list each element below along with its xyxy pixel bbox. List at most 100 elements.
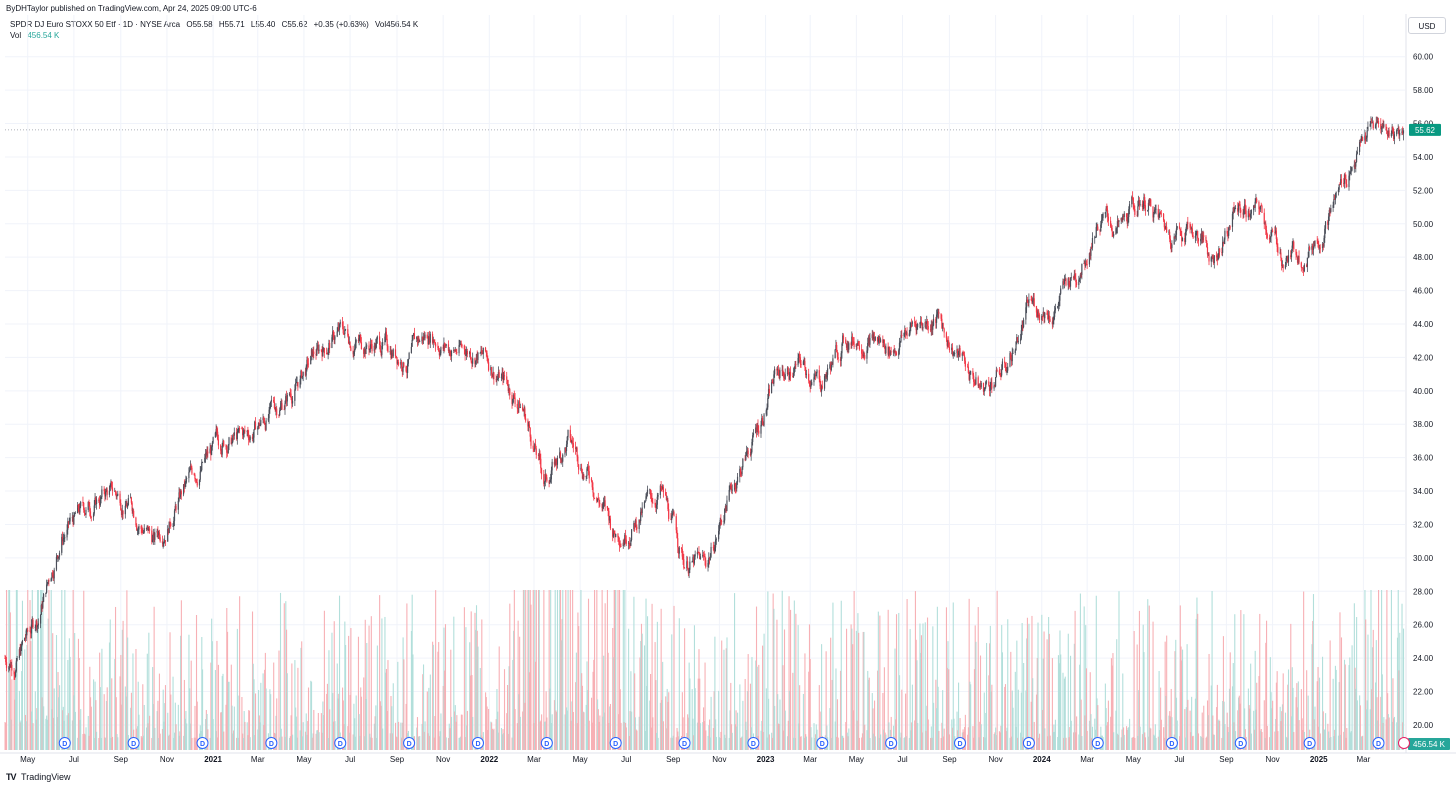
dividend-marker-icon[interactable] [1022,737,1035,749]
candle-body [428,336,431,343]
candle-body [1142,205,1144,207]
candle-body [422,336,425,341]
dividend-marker-icon[interactable] [471,737,484,749]
candle-body [789,371,791,380]
volume-bar [236,628,238,750]
candle-body [545,473,547,478]
volume-bar [338,595,341,750]
volume-bar [609,706,611,750]
candle-body [397,361,399,364]
volume-bar [363,677,365,750]
candle-body [528,424,531,428]
symbol-title[interactable]: SPDR DJ Euro STOXX 50 Etf · 1D · NYSE Ar… [10,20,181,29]
volume-bar [402,637,404,750]
dividend-marker-icon[interactable] [609,737,622,749]
volume-bar [104,737,106,750]
candle-body [120,510,123,515]
candle-body [692,557,694,562]
dividend-marker-icon[interactable] [334,737,347,749]
volume-bar [725,648,727,750]
x-tick-label: Jul [345,755,355,764]
volume-bar [1127,727,1129,750]
dividend-marker-icon[interactable] [58,737,71,749]
volume-bar [185,710,187,750]
candle-body [1386,130,1388,134]
volume-bar [877,611,879,750]
volume-bar [514,709,516,750]
dividend-marker-icon[interactable] [747,737,760,749]
dividend-marker-icon[interactable] [540,737,553,749]
dividend-marker-icon[interactable] [127,737,140,749]
volume-bar [1397,590,1399,750]
dividend-marker-icon[interactable] [885,737,898,749]
tradingview-branding[interactable]: TV TradingView [6,772,71,782]
dividend-marker-icon[interactable] [196,737,209,749]
volume-bar [730,724,733,750]
volume-bar [1163,727,1165,750]
candle-body [225,445,227,447]
volume-bar [30,711,33,750]
candle-body [556,461,558,465]
dividend-marker-icon[interactable] [816,737,829,749]
dividend-marker-label: D [889,741,894,748]
candle-body [665,492,667,496]
volume-bar [479,667,481,750]
volume-bar [1053,724,1055,750]
volume-bar [117,737,119,750]
candle-body [1065,278,1067,286]
dividend-marker-icon[interactable] [1303,737,1316,749]
candle-body [932,325,934,330]
dividend-marker-icon[interactable] [1372,737,1385,749]
currency-button[interactable]: USD [1408,17,1446,34]
volume-bar [286,629,288,750]
volume-bar [286,673,288,750]
candle-body [175,505,177,510]
volume-bar [1079,664,1081,750]
volume-bar [633,596,635,750]
dividend-marker-icon[interactable] [1165,737,1178,749]
volume-bar [608,723,610,750]
candle-body [251,436,254,439]
volume-bar [323,610,325,750]
volume-bar [269,689,271,750]
candle-body [433,339,435,343]
volume-bar [952,602,954,750]
volume-bar [251,611,254,750]
candle-body [301,371,303,378]
volume-bar [1332,678,1334,750]
dividend-marker-icon[interactable] [265,737,278,749]
volume-bar [1044,728,1046,750]
candle-body [1380,123,1382,130]
volume-bar [1035,694,1038,750]
candle-body [94,497,96,506]
candle-body [1266,234,1268,239]
event-marker-icon[interactable] [1398,737,1410,749]
candle-body [1317,241,1319,244]
volume-bar [718,737,720,750]
volume-bar [619,689,621,750]
dividend-marker-icon[interactable] [954,737,967,749]
candle-body [816,370,818,374]
candle-body [501,372,503,377]
candle-body [1147,202,1150,211]
volume-bar [312,733,314,750]
candle-body [540,458,542,469]
dividend-marker-icon[interactable] [678,737,691,749]
volume-bar [612,627,614,750]
volume-bar [808,671,810,750]
dividend-marker-icon[interactable] [1234,737,1247,749]
volume-bar [215,731,217,750]
volume-bar [1046,639,1048,750]
volume-bar [639,657,641,750]
volume-bar [275,715,277,750]
dividend-marker-icon[interactable] [403,737,416,749]
candle-body [242,428,244,436]
candle-body [316,348,318,356]
volume-bar [1064,676,1066,750]
dividend-marker-icon[interactable] [1091,737,1104,749]
candle-body [284,403,286,410]
x-tick-label: May [849,755,864,764]
volume-bar [773,608,775,750]
volume-label[interactable]: Vol [10,31,22,40]
